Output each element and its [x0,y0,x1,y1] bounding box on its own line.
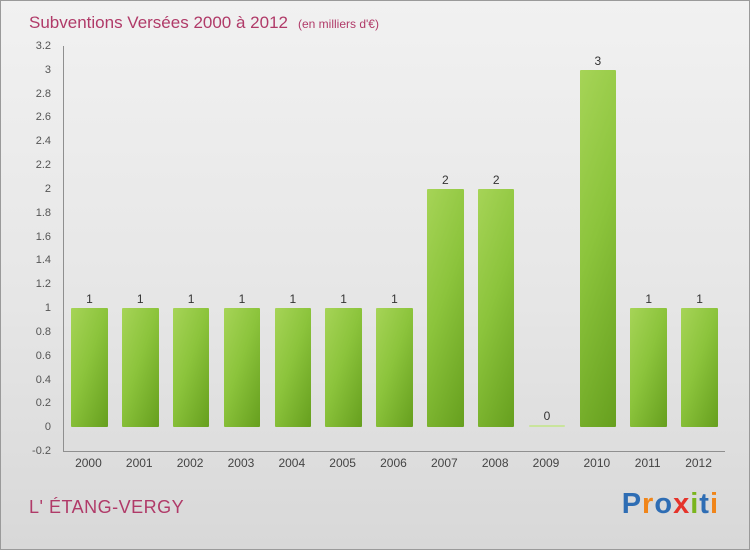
plot-area: 1 1 1 1 1 1 1 2 2 0 3 1 1 [63,46,725,452]
bar-2009 [528,425,566,428]
y-axis-tick-label: 1 [44,302,51,315]
x-axis-label: 2011 [634,456,661,470]
bar-2012 [681,308,718,428]
logo-letter: P [621,488,643,520]
bar-slot: 1 [623,46,674,428]
bar-value-label: 0 [543,409,551,424]
x-axis-label: 2003 [227,456,255,470]
y-axis-tick-label: 0.2 [35,397,51,410]
bar-value-label: 1 [289,292,297,307]
chart-title: Subventions Versées 2000 à 2012 [29,13,288,32]
x-axis-label: 2012 [685,456,712,470]
logo-letter: i [690,488,700,520]
bar-slot: 1 [267,46,318,428]
logo-letter: r [642,488,655,520]
y-axis-tick-label: 1.4 [35,254,51,267]
x-axis-label: 2002 [176,456,204,470]
bar-value-label: 1 [340,292,347,307]
proxiti-logo: Proxiti [622,488,719,521]
x-axis-label: 2000 [75,456,102,470]
chart-header: Subventions Versées 2000 à 2012 (en milli… [29,13,379,33]
bar-slot: 0 [522,46,573,428]
bar-2006 [376,308,413,428]
bar-slot: 1 [318,46,369,428]
y-axis-tick-label: 0.4 [35,373,51,386]
y-axis-tick-label: 3.2 [35,40,51,52]
x-axis-label: 2006 [380,456,407,470]
y-axis-tick-label: 1.2 [35,278,51,291]
bar-2001 [121,308,159,428]
y-axis-tick-label: 0 [44,421,51,434]
bar-2010 [579,69,617,428]
logo-letter: t [699,488,710,520]
x-axis-label: 2008 [481,456,509,470]
x-axis-label: 2010 [583,456,611,470]
y-axis-tick-label: 1.6 [35,230,51,243]
bar-value-label: 1 [86,292,93,307]
bar-slot: 1 [674,46,725,428]
bar-value-label: 1 [187,292,195,307]
logo-letter: x [673,488,691,520]
x-axis-label: 2009 [532,456,560,470]
y-axis: 3.2 3 2.8 2.6 2.4 2.2 2 1.8 1.6 1.4 1.2 1 0.8 0.6 0.4 0… [1,40,57,457]
y-axis-tick-label: 3 [44,63,51,76]
bar-2011 [630,308,667,428]
x-axis-label: 2005 [329,456,356,470]
bar-2008 [477,188,515,428]
bar-2004 [274,308,312,428]
bar-2005 [325,308,362,428]
x-axis-label: 2004 [278,456,306,470]
bar-2000 [71,308,108,428]
bar-value-label: 1 [645,292,653,307]
bar-value-label: 1 [391,292,398,307]
chart-subtitle: (en milliers d'€) [297,17,379,31]
bar-2007 [427,188,464,428]
y-axis-tick-label: 1.8 [35,206,51,219]
organization-name: L' ÉTANG-VERGY [29,497,185,517]
y-axis-tick-label: 2.4 [35,135,51,148]
bar-slot: 2 [420,46,471,428]
y-axis-tick-label: 2.8 [35,87,51,100]
logo-letter: o [654,488,674,520]
x-axis-label: 2007 [430,456,458,470]
bar-value-label: 1 [136,292,144,307]
logo-letter: i [709,488,719,520]
bar-slot: 1 [217,46,268,428]
x-axis-label: 2001 [125,456,153,470]
bar-value-label: 1 [696,292,703,307]
y-axis-tick-label: 2.6 [35,111,51,124]
bar-slot: 2 [471,46,522,428]
bar-slot: 3 [572,46,623,428]
bar-slot: 1 [369,46,420,428]
x-axis: 2000 2001 2002 2003 2004 2005 2006 2007 2008 2009… [63,456,724,470]
y-axis-tick-label: 0.8 [35,325,51,338]
y-axis-tick-label: -0.2 [32,445,51,457]
y-axis-tick-label: 0.6 [35,349,51,362]
bar-value-label: 2 [492,172,500,187]
y-axis-tick-label: 2.2 [35,159,51,172]
bar-2003 [223,308,261,428]
bar-slot: 1 [115,46,166,428]
bar-slot: 1 [64,46,115,428]
bar-value-label: 2 [441,172,449,187]
bar-2002 [172,308,210,428]
bar-value-label: 3 [594,53,602,68]
bars-container: 1 1 1 1 1 1 1 2 2 0 3 1 1 [64,46,725,428]
bar-value-label: 1 [238,292,246,307]
y-axis-tick-label: 2 [44,182,51,195]
bar-slot: 1 [166,46,217,428]
